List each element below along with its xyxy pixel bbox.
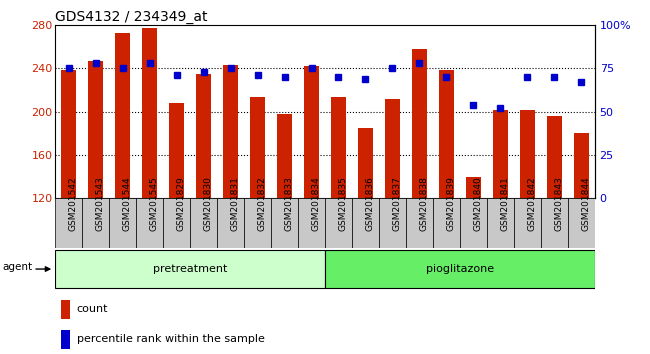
Text: percentile rank within the sample: percentile rank within the sample	[77, 334, 265, 344]
Bar	[61, 70, 76, 198]
Text: count: count	[77, 304, 109, 314]
Bar	[60, 300, 70, 319]
Text: GSM201832: GSM201832	[257, 176, 266, 230]
FancyBboxPatch shape	[433, 198, 460, 248]
Bar	[385, 98, 400, 198]
Text: GSM201842: GSM201842	[527, 176, 536, 230]
Text: GSM201838: GSM201838	[419, 176, 428, 231]
Text: GSM201542: GSM201542	[69, 176, 78, 230]
Text: GSM201544: GSM201544	[123, 176, 132, 230]
FancyBboxPatch shape	[541, 198, 568, 248]
Bar	[358, 128, 373, 198]
FancyBboxPatch shape	[514, 198, 541, 248]
FancyBboxPatch shape	[487, 198, 514, 248]
Text: GSM201829: GSM201829	[177, 176, 186, 230]
Text: GSM201831: GSM201831	[231, 176, 240, 231]
FancyBboxPatch shape	[271, 198, 298, 248]
FancyBboxPatch shape	[406, 198, 433, 248]
Bar	[304, 66, 319, 198]
FancyBboxPatch shape	[82, 198, 109, 248]
Bar	[547, 116, 562, 198]
Bar	[142, 28, 157, 198]
Bar	[277, 114, 292, 198]
Bar	[60, 330, 70, 349]
Bar	[520, 110, 535, 198]
Text: GSM201835: GSM201835	[339, 176, 348, 231]
Text: GSM201844: GSM201844	[581, 176, 590, 230]
Text: GSM201843: GSM201843	[554, 176, 564, 230]
Bar	[250, 97, 265, 198]
FancyBboxPatch shape	[568, 198, 595, 248]
Text: GSM201839: GSM201839	[447, 176, 456, 231]
Text: GSM201841: GSM201841	[500, 176, 510, 230]
FancyBboxPatch shape	[55, 250, 325, 288]
Bar	[574, 133, 589, 198]
Text: GSM201833: GSM201833	[285, 176, 294, 231]
Bar	[331, 97, 346, 198]
FancyBboxPatch shape	[352, 198, 379, 248]
Text: GSM201840: GSM201840	[473, 176, 482, 230]
Bar	[115, 33, 130, 198]
FancyBboxPatch shape	[55, 198, 82, 248]
FancyBboxPatch shape	[460, 198, 487, 248]
FancyBboxPatch shape	[244, 198, 271, 248]
Bar	[466, 177, 481, 198]
Text: pretreatment: pretreatment	[153, 264, 228, 274]
FancyBboxPatch shape	[217, 198, 244, 248]
FancyBboxPatch shape	[325, 198, 352, 248]
Bar	[223, 65, 238, 198]
FancyBboxPatch shape	[298, 198, 325, 248]
Bar	[88, 61, 103, 198]
Text: agent: agent	[3, 262, 33, 272]
Text: GSM201545: GSM201545	[150, 176, 159, 230]
Bar	[169, 103, 184, 198]
Text: pioglitazone: pioglitazone	[426, 264, 494, 274]
Bar	[412, 48, 427, 198]
Text: GDS4132 / 234349_at: GDS4132 / 234349_at	[55, 10, 208, 24]
Text: GSM201834: GSM201834	[311, 176, 320, 230]
FancyBboxPatch shape	[163, 198, 190, 248]
Bar	[439, 70, 454, 198]
FancyBboxPatch shape	[136, 198, 163, 248]
FancyBboxPatch shape	[190, 198, 217, 248]
Text: GSM201837: GSM201837	[393, 176, 402, 231]
FancyBboxPatch shape	[379, 198, 406, 248]
FancyBboxPatch shape	[325, 250, 595, 288]
Text: GSM201830: GSM201830	[203, 176, 213, 231]
Bar	[493, 110, 508, 198]
FancyBboxPatch shape	[109, 198, 136, 248]
Bar	[196, 74, 211, 198]
Text: GSM201543: GSM201543	[96, 176, 105, 230]
Text: GSM201836: GSM201836	[365, 176, 374, 231]
